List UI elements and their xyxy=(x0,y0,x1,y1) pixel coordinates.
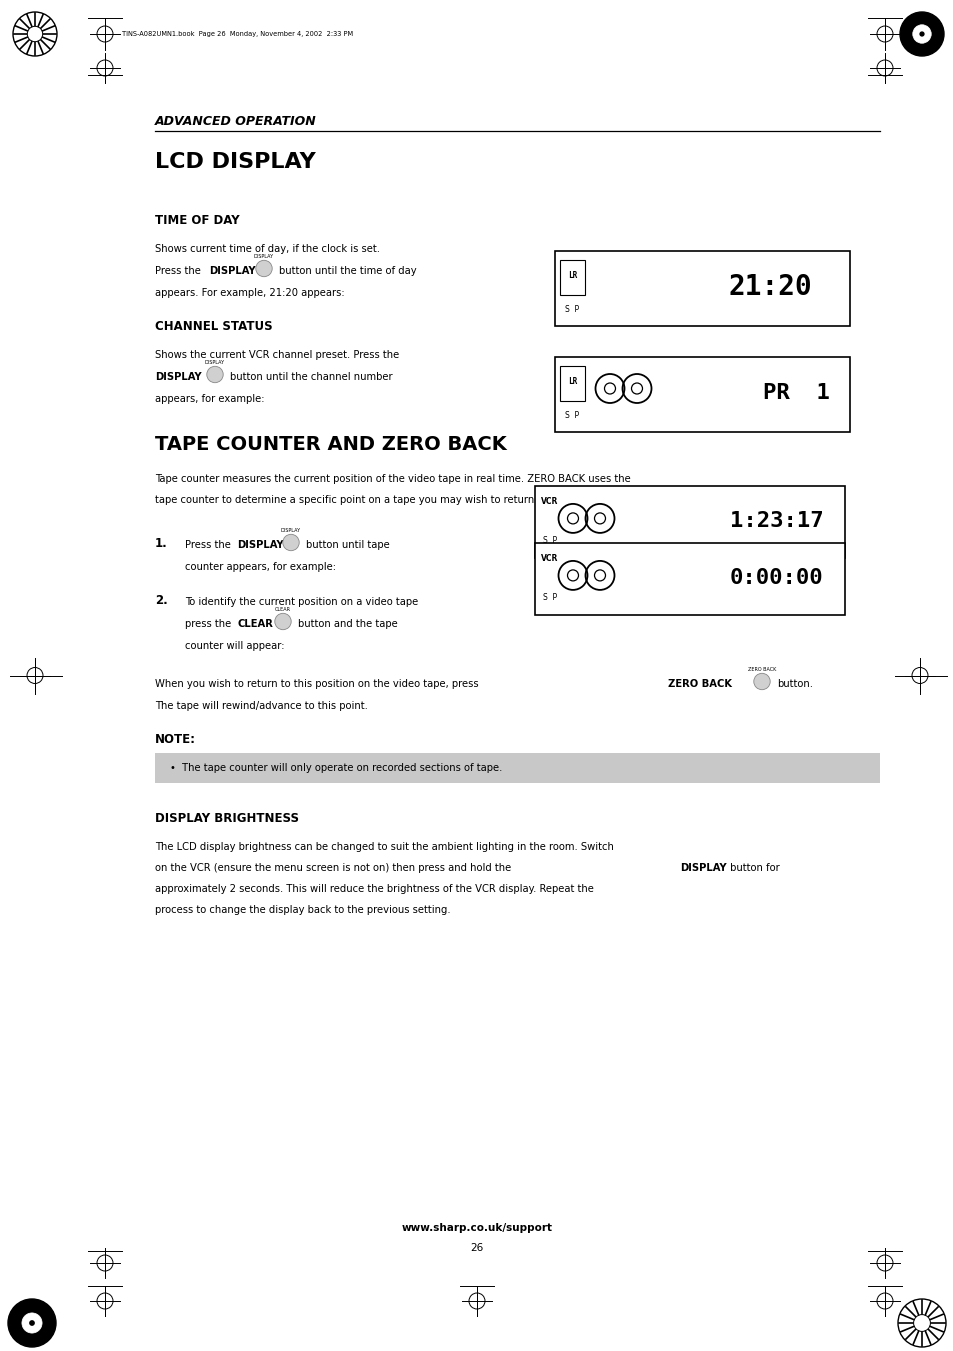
Bar xyxy=(559,366,584,400)
Text: TAPE COUNTER AND ZERO BACK: TAPE COUNTER AND ZERO BACK xyxy=(154,435,506,454)
Circle shape xyxy=(28,26,43,42)
Text: DISPLAY: DISPLAY xyxy=(280,528,301,534)
Text: The tape will rewind/advance to this point.: The tape will rewind/advance to this poi… xyxy=(154,701,368,711)
Text: S  P: S P xyxy=(542,535,557,544)
Circle shape xyxy=(207,366,223,382)
Text: button until the time of day: button until the time of day xyxy=(278,266,416,276)
Bar xyxy=(555,251,849,326)
Text: S  P: S P xyxy=(542,593,557,601)
Text: 1.: 1. xyxy=(154,536,168,550)
Text: •  The tape counter will only operate on recorded sections of tape.: • The tape counter will only operate on … xyxy=(170,763,502,773)
Text: counter will appear:: counter will appear: xyxy=(185,640,284,651)
Text: DISPLAY: DISPLAY xyxy=(154,372,201,382)
Text: NOTE:: NOTE: xyxy=(154,734,195,746)
Text: ADVANCED OPERATION: ADVANCED OPERATION xyxy=(154,115,316,128)
Text: on the VCR (ensure the menu screen is not on) then press and hold the: on the VCR (ensure the menu screen is no… xyxy=(154,863,514,873)
Circle shape xyxy=(753,673,769,690)
Bar xyxy=(535,486,844,558)
Bar xyxy=(154,753,879,784)
Text: 2.: 2. xyxy=(154,594,168,607)
Text: DISPLAY: DISPLAY xyxy=(253,254,274,259)
Text: www.sharp.co.uk/support: www.sharp.co.uk/support xyxy=(401,1223,552,1233)
Text: tape counter to determine a specific point on a tape you may wish to return to.: tape counter to determine a specific poi… xyxy=(154,494,550,505)
Text: approximately 2 seconds. This will reduce the brightness of the VCR display. Rep: approximately 2 seconds. This will reduc… xyxy=(154,884,594,894)
Text: appears. For example, 21:20 appears:: appears. For example, 21:20 appears: xyxy=(154,288,344,299)
Text: counter appears, for example:: counter appears, for example: xyxy=(185,562,335,571)
Text: LR: LR xyxy=(567,377,577,385)
Text: ZERO BACK: ZERO BACK xyxy=(667,680,731,689)
Text: S  P: S P xyxy=(565,305,579,313)
Text: CLEAR: CLEAR xyxy=(236,619,273,630)
Circle shape xyxy=(282,534,299,551)
Circle shape xyxy=(899,12,943,55)
Bar xyxy=(559,259,584,295)
Text: button and the tape: button and the tape xyxy=(297,619,397,630)
Circle shape xyxy=(919,31,923,36)
Text: TIME OF DAY: TIME OF DAY xyxy=(154,213,239,227)
Text: Shows the current VCR channel preset. Press the: Shows the current VCR channel preset. Pr… xyxy=(154,350,399,359)
Text: appears, for example:: appears, for example: xyxy=(154,394,264,404)
Text: 0:00:00: 0:00:00 xyxy=(729,567,822,588)
Text: DISPLAY BRIGHTNESS: DISPLAY BRIGHTNESS xyxy=(154,812,298,825)
Text: CHANNEL STATUS: CHANNEL STATUS xyxy=(154,320,273,332)
Text: button.: button. xyxy=(776,680,812,689)
Circle shape xyxy=(255,261,272,277)
Text: When you wish to return to this position on the video tape, press: When you wish to return to this position… xyxy=(154,680,481,689)
Circle shape xyxy=(22,1313,42,1333)
Text: VCR: VCR xyxy=(540,554,558,563)
Text: button for: button for xyxy=(726,863,779,873)
Text: S  P: S P xyxy=(565,411,579,420)
Text: Press the: Press the xyxy=(185,540,233,550)
Text: 1:23:17: 1:23:17 xyxy=(729,511,822,531)
Text: Press the: Press the xyxy=(154,266,204,276)
Text: process to change the display back to the previous setting.: process to change the display back to th… xyxy=(154,905,450,915)
Text: LR: LR xyxy=(567,270,577,280)
Text: DISPLAY: DISPLAY xyxy=(236,540,283,550)
Circle shape xyxy=(913,1315,929,1331)
Text: press the: press the xyxy=(185,619,234,630)
Text: VCR: VCR xyxy=(540,497,558,507)
Bar xyxy=(535,543,844,615)
Text: button until tape: button until tape xyxy=(306,540,390,550)
Text: ZERO BACK: ZERO BACK xyxy=(747,667,776,673)
Text: Tape counter measures the current position of the video tape in real time. ZERO : Tape counter measures the current positi… xyxy=(154,474,630,484)
Text: PR  1: PR 1 xyxy=(762,382,829,403)
Text: The LCD display brightness can be changed to suit the ambient lighting in the ro: The LCD display brightness can be change… xyxy=(154,842,613,852)
Text: To identify the current position on a video tape: To identify the current position on a vi… xyxy=(185,597,417,607)
Text: DISPLAY: DISPLAY xyxy=(205,361,225,365)
Bar xyxy=(555,357,849,432)
Circle shape xyxy=(8,1300,56,1347)
Circle shape xyxy=(30,1320,35,1325)
Text: LCD DISPLAY: LCD DISPLAY xyxy=(154,153,315,172)
Text: DISPLAY: DISPLAY xyxy=(209,266,255,276)
Text: button until the channel number: button until the channel number xyxy=(230,372,393,382)
Text: TINS-A082UMN1.book  Page 26  Monday, November 4, 2002  2:33 PM: TINS-A082UMN1.book Page 26 Monday, Novem… xyxy=(122,31,353,36)
Text: 26: 26 xyxy=(470,1243,483,1252)
Circle shape xyxy=(274,613,291,630)
Text: CLEAR: CLEAR xyxy=(274,608,291,612)
Text: DISPLAY: DISPLAY xyxy=(679,863,726,873)
Circle shape xyxy=(912,24,930,43)
Text: 21:20: 21:20 xyxy=(728,273,811,301)
Text: Shows current time of day, if the clock is set.: Shows current time of day, if the clock … xyxy=(154,245,379,254)
